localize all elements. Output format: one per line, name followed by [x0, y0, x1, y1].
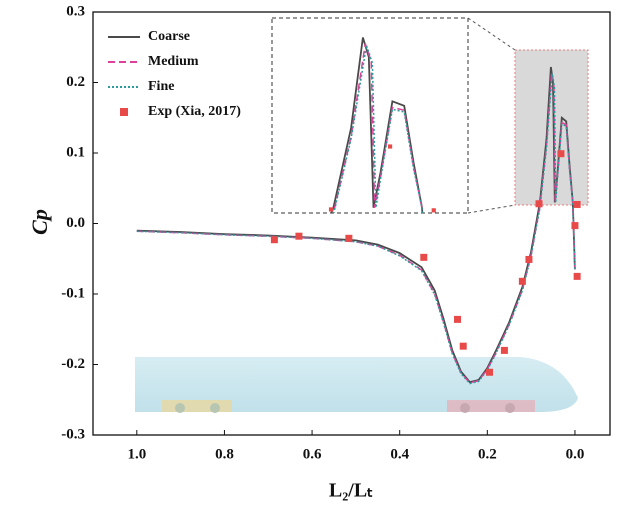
inset-frame: [271, 17, 469, 214]
y-axis-label: Cp: [27, 209, 52, 235]
data-point: [573, 200, 581, 208]
y-tick-label: 0.3: [66, 3, 85, 19]
x-tick-label: 1.0: [127, 446, 146, 462]
legend-marker: [120, 108, 128, 116]
data-point: [518, 277, 526, 285]
data-point: [557, 150, 565, 158]
series-line: [330, 37, 424, 213]
y-tick-label: 0.1: [66, 144, 85, 160]
y-tick-label: -0.2: [61, 356, 85, 372]
y-tick-label: 0.0: [66, 215, 85, 231]
inset: [18, 37, 436, 423]
data-point: [345, 234, 353, 242]
data-point: [420, 253, 428, 261]
data-point: [302, 277, 306, 281]
zoom-connector: [467, 17, 516, 51]
data-point: [486, 368, 494, 376]
x-tick-label: 0.2: [478, 446, 497, 462]
legend-label: Medium: [148, 54, 199, 69]
legend-label: Coarse: [148, 29, 190, 44]
data-point: [431, 208, 436, 213]
data-point: [328, 207, 334, 212]
data-point: [109, 353, 113, 357]
data-point: [432, 299, 436, 303]
data-point: [270, 236, 278, 244]
x-tick-label: 0.6: [303, 446, 322, 462]
y-tick-label: -0.1: [61, 285, 85, 301]
train-illustration: [135, 357, 578, 413]
x-tick-label: 0.8: [215, 446, 234, 462]
series-line: [136, 73, 576, 385]
x-axis-label: L₂/Lₜ: [329, 480, 373, 502]
data-point: [284, 305, 288, 309]
x-tick-label: 0.4: [390, 446, 409, 462]
data-point: [454, 315, 462, 323]
series-line: [333, 45, 424, 213]
data-point: [196, 419, 200, 423]
zoom-connector: [467, 204, 516, 214]
x-tick-label: 0.0: [566, 446, 585, 462]
y-tick-label: -0.3: [61, 426, 85, 442]
data-point: [525, 255, 533, 263]
data-point: [295, 232, 303, 240]
data-point: [571, 222, 579, 230]
series-line: [332, 43, 424, 213]
data-point: [535, 200, 543, 208]
data-point: [426, 235, 430, 239]
data-point: [500, 346, 508, 354]
legend-label: Fine: [148, 79, 174, 94]
data-point: [459, 342, 467, 350]
legend-label: Exp (Xia, 2017): [148, 104, 241, 119]
data-point: [387, 144, 393, 149]
data-point: [573, 272, 581, 280]
y-tick-label: 0.2: [66, 74, 85, 90]
data-point: [18, 275, 22, 279]
data-point: [125, 386, 129, 390]
